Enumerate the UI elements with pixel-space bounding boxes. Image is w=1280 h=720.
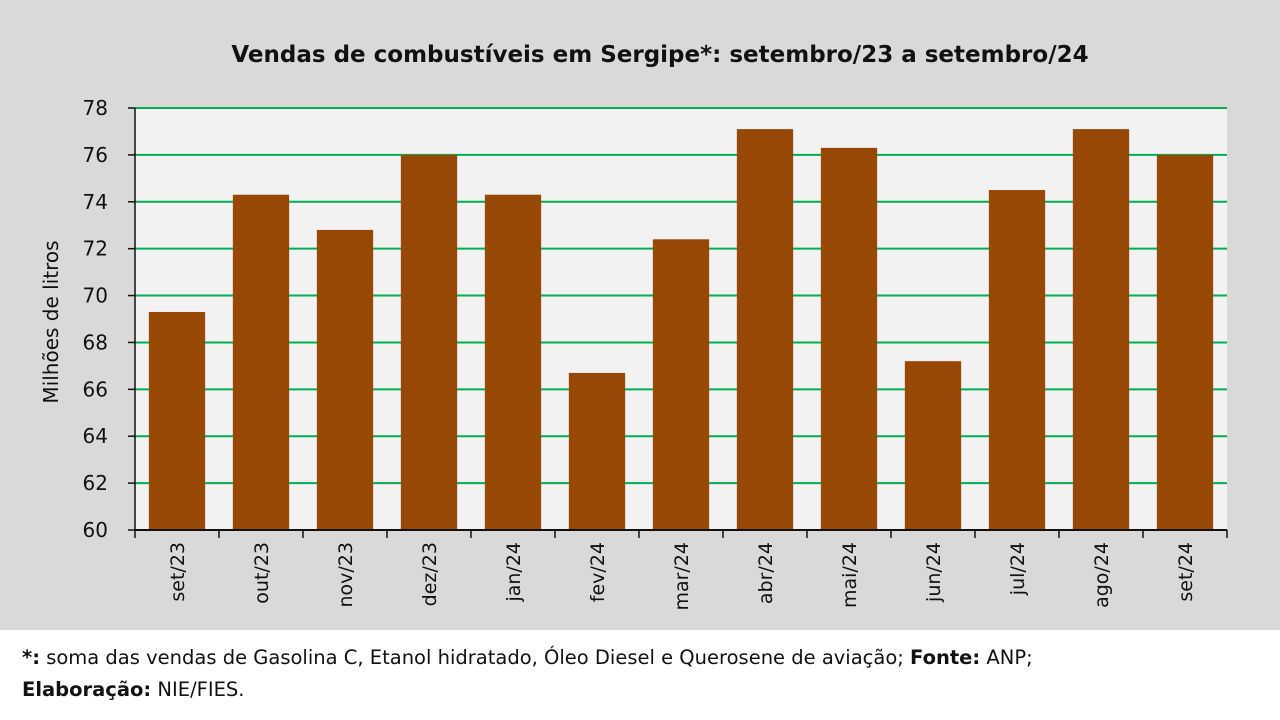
bar: [148, 311, 206, 530]
y-tick-label: 70: [83, 284, 108, 308]
y-tick-label: 74: [83, 190, 108, 214]
bar: [484, 194, 542, 530]
x-tick-label: ago/24: [1091, 542, 1113, 608]
footnote-text: soma das vendas de Gasolina C, Etanol hi…: [40, 646, 911, 669]
y-tick-label: 76: [83, 143, 108, 167]
bar: [904, 361, 962, 530]
bar: [736, 129, 794, 530]
y-tick-label: 72: [83, 237, 108, 261]
bar: [400, 154, 458, 530]
footnote-star: *:: [22, 646, 40, 669]
chart-title: Vendas de combustíveis em Sergipe*: sete…: [231, 42, 1089, 68]
bar: [988, 190, 1046, 531]
x-tick-label: abr/24: [755, 542, 777, 604]
y-tick-labels: 60 62 64 66 68 70 72 74 76 78: [83, 96, 108, 542]
x-tick-label: jul/24: [1007, 542, 1029, 596]
footnote-source-value: ANP;: [980, 646, 1033, 669]
x-tick-labels: set/23 out/23 nov/23 dez/23 jan/24 fev/24 mar/…: [167, 542, 1197, 611]
x-tick-label: jan/24: [503, 542, 525, 603]
axes: [128, 107, 1228, 538]
footnote: *: soma das vendas de Gasolina C, Etanol…: [0, 630, 1280, 720]
bar-chart: 60 62 64 66 68 70 72 74 76 78 set/23 out/23 nov/23 d…: [39, 96, 1228, 611]
bar: [232, 194, 290, 530]
y-tick-label: 60: [83, 518, 108, 542]
bars: [148, 129, 1214, 531]
x-tick-label: mar/24: [671, 542, 693, 611]
bar: [652, 239, 710, 531]
bar: [820, 147, 878, 530]
x-tick-label: mai/24: [839, 542, 861, 608]
y-axis-label: Milhões de litros: [39, 240, 63, 403]
y-tick-label: 62: [83, 471, 108, 495]
x-tick-label: set/24: [1175, 542, 1197, 602]
x-tick-label: dez/23: [419, 542, 441, 606]
x-tick-label: out/23: [251, 542, 273, 604]
y-tick-label: 68: [83, 330, 108, 354]
y-tick-label: 64: [83, 424, 108, 448]
bar: [1156, 154, 1214, 530]
footnote-source-label: Fonte:: [910, 646, 981, 669]
bar: [1072, 129, 1130, 530]
x-tick-label: fev/24: [587, 542, 609, 602]
x-tick-label: jun/24: [923, 542, 945, 603]
bar: [568, 372, 626, 530]
footnote-elaboration-value: NIE/FIES.: [151, 678, 245, 701]
footnote-elaboration-label: Elaboração:: [22, 678, 152, 701]
y-tick-label: 66: [83, 377, 108, 401]
y-tick-label: 78: [83, 96, 108, 120]
bar: [316, 229, 374, 530]
x-tick-label: nov/23: [335, 542, 357, 608]
x-tick-label: set/23: [167, 542, 189, 602]
